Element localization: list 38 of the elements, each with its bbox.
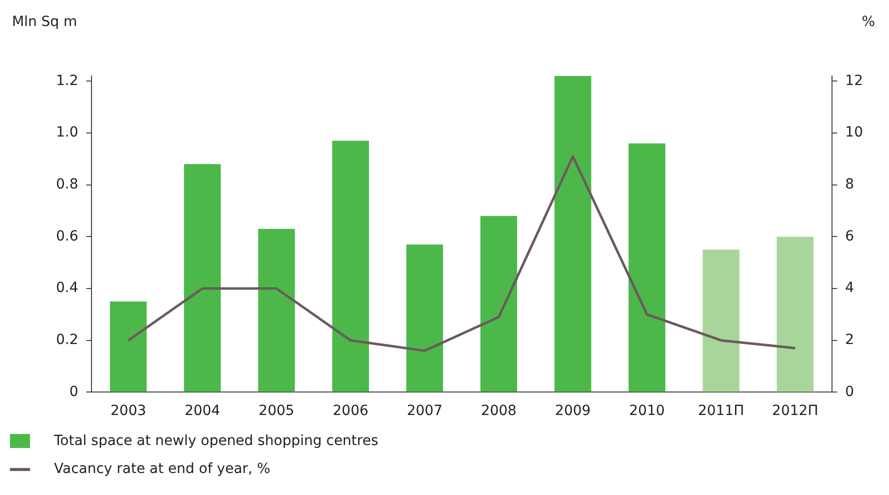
y-tick-label: 0.4 [56, 280, 78, 296]
y-tick-label: 0.2 [56, 332, 78, 348]
bar [184, 164, 221, 392]
bar [480, 216, 518, 392]
x-tick-label: 2008 [480, 403, 517, 420]
x-tick-label: 2012П [772, 403, 818, 420]
y2-tick-label: 10 [845, 124, 864, 141]
bar [554, 76, 592, 392]
y-tick-label: 0 [69, 384, 78, 400]
x-tick-label: 2004 [184, 403, 220, 420]
x-tick-label: 2005 [258, 403, 294, 420]
bar [628, 143, 666, 392]
y-tick-label: 1.0 [56, 124, 78, 141]
legend-label: Vacancy rate at end of year, % [54, 461, 270, 477]
y2-axis-title: % [862, 14, 875, 30]
x-tick-label: 2009 [555, 403, 591, 420]
legend-label: Total space at newly opened shopping centres [54, 433, 378, 449]
bar [110, 301, 147, 392]
y2-tick-label: 12 [845, 72, 864, 89]
y-tick-label: 1.2 [56, 72, 78, 89]
bar [258, 228, 295, 392]
bar [702, 250, 740, 392]
y2-tick-label: 8 [845, 176, 854, 192]
x-tick-label: 2011П [698, 403, 744, 420]
bar [332, 140, 369, 392]
y2-tick-label: 0 [845, 384, 854, 400]
y2-tick-label: 2 [845, 332, 854, 348]
y-tick-label: 0.6 [56, 228, 78, 244]
x-tick-label: 2006 [332, 403, 368, 420]
x-tick-label: 2010 [629, 403, 665, 420]
x-tick-label: 2003 [110, 403, 146, 420]
y-axis-title: Mln Sq m [12, 14, 78, 30]
y2-tick-label: 6 [845, 228, 854, 244]
bar [776, 236, 814, 392]
bar [406, 244, 444, 392]
y2-tick-label: 4 [845, 280, 854, 296]
x-tick-label: 2007 [406, 403, 442, 420]
y-tick-label: 0.8 [56, 176, 78, 192]
